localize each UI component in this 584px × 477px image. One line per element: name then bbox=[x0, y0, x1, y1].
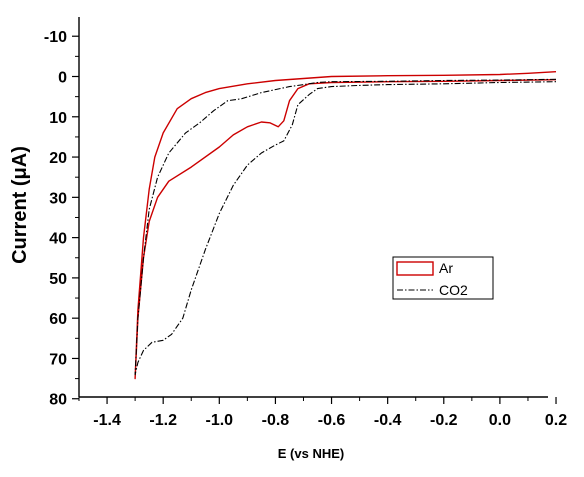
x-tick-label: -0.8 bbox=[262, 412, 290, 429]
y-tick-label: 20 bbox=[49, 150, 67, 167]
y-tick-label: 10 bbox=[49, 110, 67, 127]
x-tick-label: -1.0 bbox=[206, 412, 234, 429]
series-layer bbox=[134, 71, 557, 380]
y-tick-label: -10 bbox=[44, 29, 67, 46]
x-tick-label: 0.0 bbox=[489, 412, 511, 429]
y-tick-label: 0 bbox=[58, 70, 67, 87]
legend-swatch-ar bbox=[396, 261, 434, 276]
x-tick-label: -0.6 bbox=[318, 412, 346, 429]
x-tick-label: -1.2 bbox=[149, 412, 177, 429]
series-line-co2 bbox=[134, 78, 557, 376]
y-tick-label: 60 bbox=[49, 311, 67, 328]
legend-label-co2: CO2 bbox=[439, 282, 468, 298]
x-tick-label: -1.4 bbox=[93, 412, 121, 429]
x-tick-label: -0.2 bbox=[430, 412, 458, 429]
y-tick-label: 70 bbox=[49, 351, 67, 368]
y-tick-label: 40 bbox=[49, 231, 67, 248]
legend-label-ar: Ar bbox=[439, 260, 453, 276]
x-axis-ticks: -1.4 -1.2 -1.0 -0.8 -0.6 -0.4 -0.2 0.0 0.2 bbox=[78, 397, 567, 429]
y-tick-label: 50 bbox=[49, 271, 67, 288]
y-tick-label: 80 bbox=[49, 392, 67, 409]
legend: Ar CO2 bbox=[392, 256, 494, 300]
x-tick-label: 0.2 bbox=[545, 412, 567, 429]
y-axis-title: Current (μA) bbox=[9, 146, 31, 264]
x-tick-label: -0.4 bbox=[374, 412, 402, 429]
y-tick-label: 30 bbox=[49, 190, 67, 207]
series-line-ar bbox=[134, 71, 557, 380]
x-axis-title: E (vs NHE) bbox=[278, 446, 344, 461]
y-axis-ticks: -10 0 10 20 30 40 50 60 70 80 bbox=[44, 29, 79, 409]
